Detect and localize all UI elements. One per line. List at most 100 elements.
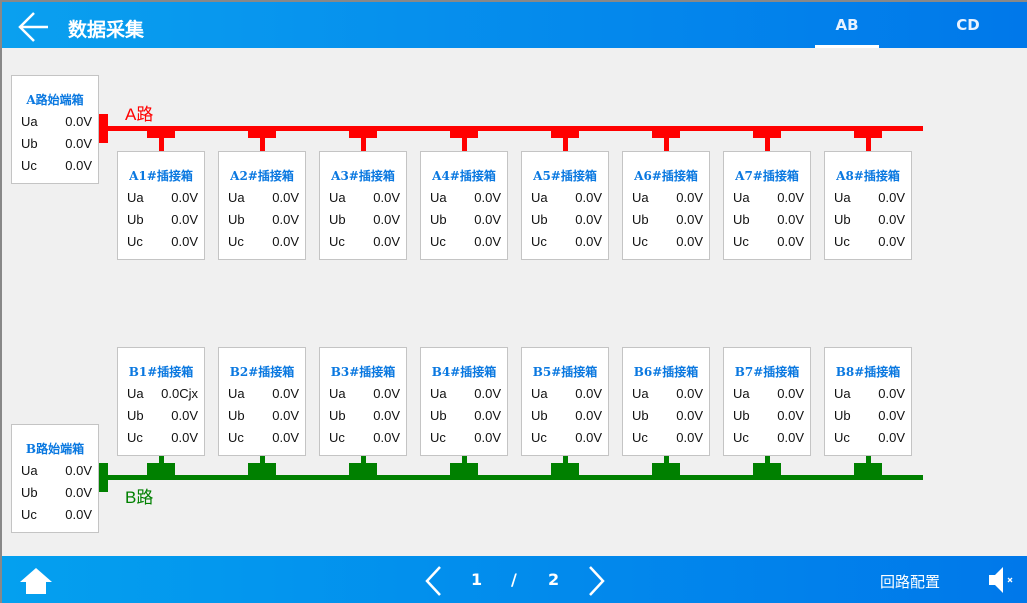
reading-row: Ub 0.0V (733, 408, 804, 428)
reading-label: Ub (632, 408, 649, 423)
loop-config-button[interactable]: 回路配置 (880, 573, 941, 591)
reading-label: Ua (21, 114, 38, 129)
plug-box-b4[interactable]: B4#插接箱 Ua 0.0V Ub 0.0V Uc 0.0V (420, 347, 508, 456)
reading-value: 0.0V (373, 212, 400, 227)
reading-value: 0.0V (676, 386, 703, 401)
reading-value: 0.0V (373, 430, 400, 445)
bus-stem (765, 456, 770, 475)
reading-row: Uc 0.0V (329, 234, 400, 254)
chevron-right-icon[interactable] (586, 565, 608, 597)
reading-row: Uc 0.0V (21, 158, 92, 178)
reading-value: 0.0V (272, 190, 299, 205)
reading-label: Ua (733, 386, 750, 401)
plug-box-a1[interactable]: A1#插接箱 Ua 0.0V Ub 0.0V Uc 0.0V (117, 151, 205, 260)
chevron-left-icon[interactable] (422, 565, 444, 597)
reading-row: Uc 0.0V (228, 234, 299, 254)
box-title: B8#插接箱 (835, 365, 901, 379)
reading-row: Uc 0.0V (632, 234, 703, 254)
reading-row: Uc 0.0V (127, 430, 198, 450)
plug-box-a7[interactable]: A7#插接箱 Ua 0.0V Ub 0.0V Uc 0.0V (723, 151, 811, 260)
header: 数据采集 AB CD (2, 2, 1027, 48)
plug-box-a5[interactable]: A5#插接箱 Ua 0.0V Ub 0.0V Uc 0.0V (521, 151, 609, 260)
reading-label: Ub (733, 408, 750, 423)
reading-row: Uc 0.0V (733, 234, 804, 254)
reading-label: Ua (430, 190, 447, 205)
plug-box-b6[interactable]: B6#插接箱 Ua 0.0V Ub 0.0V Uc 0.0V (622, 347, 710, 456)
reading-row: Ua 0.0V (834, 386, 905, 406)
reading-value: 0.0V (65, 485, 92, 500)
reading-row: Ua 0.0V (127, 190, 198, 210)
tab-ab[interactable]: AB (815, 2, 879, 48)
reading-value: 0.0V (65, 114, 92, 129)
reading-label: Ub (21, 485, 38, 500)
plug-box-b7[interactable]: B7#插接箱 Ua 0.0V Ub 0.0V Uc 0.0V (723, 347, 811, 456)
speaker-muted-icon[interactable] (987, 566, 1017, 594)
reading-label: Ub (430, 212, 447, 227)
reading-label: Ub (127, 212, 144, 227)
reading-value: 0.0V (878, 212, 905, 227)
reading-label: Ua (733, 190, 750, 205)
reading-value: 0.0V (676, 190, 703, 205)
bus-stem (866, 456, 871, 475)
reading-row: Ua 0.0V (21, 114, 92, 134)
reading-label: Ub (127, 408, 144, 423)
reading-value: 0.0V (474, 386, 501, 401)
a_route-bus-line (98, 126, 923, 131)
reading-label: Ua (531, 386, 548, 401)
plug-box-b1[interactable]: B1#插接箱 Ua 0.0Cjx Ub 0.0V Uc 0.0V (117, 347, 205, 456)
back-arrow-icon[interactable] (16, 10, 50, 44)
reading-label: Uc (632, 430, 648, 445)
reading-label: Ub (531, 408, 548, 423)
plug-box-a6[interactable]: A6#插接箱 Ua 0.0V Ub 0.0V Uc 0.0V (622, 151, 710, 260)
reading-label: Ub (632, 212, 649, 227)
reading-value: 0.0V (474, 212, 501, 227)
a_route-start-box[interactable]: A路始端箱 Ua 0.0V Ub 0.0V Uc 0.0V (11, 75, 99, 184)
box-title: B7#插接箱 (734, 365, 800, 379)
reading-row: Ua 0.0V (228, 190, 299, 210)
reading-label: Ub (21, 136, 38, 151)
reading-label: Uc (21, 158, 37, 173)
reading-value: 0.0V (65, 463, 92, 478)
b_route-start-box[interactable]: B路始端箱 Ua 0.0V Ub 0.0V Uc 0.0V (11, 424, 99, 533)
b_route-route-label: B路 (125, 488, 154, 507)
reading-value: 0.0V (777, 212, 804, 227)
plug-box-b3[interactable]: B3#插接箱 Ua 0.0V Ub 0.0V Uc 0.0V (319, 347, 407, 456)
tab-cd[interactable]: CD (956, 16, 980, 34)
reading-row: Ub 0.0V (228, 212, 299, 232)
plug-box-b2[interactable]: B2#插接箱 Ua 0.0V Ub 0.0V Uc 0.0V (218, 347, 306, 456)
home-icon[interactable] (18, 566, 54, 596)
reading-row: Ub 0.0V (127, 408, 198, 428)
reading-value: 0.0V (171, 190, 198, 205)
plug-box-a4[interactable]: A4#插接箱 Ua 0.0V Ub 0.0V Uc 0.0V (420, 151, 508, 260)
reading-label: Ua (21, 463, 38, 478)
plug-box-b8[interactable]: B8#插接箱 Ua 0.0V Ub 0.0V Uc 0.0V (824, 347, 912, 456)
reading-label: Ub (733, 212, 750, 227)
plug-box-a8[interactable]: A8#插接箱 Ua 0.0V Ub 0.0V Uc 0.0V (824, 151, 912, 260)
bus-stem (361, 126, 366, 151)
reading-label: Ub (329, 408, 346, 423)
reading-row: Uc 0.0V (531, 430, 602, 450)
reading-row: Ua 0.0V (733, 190, 804, 210)
box-title: A8#插接箱 (836, 169, 900, 183)
box-title: A2#插接箱 (230, 169, 294, 183)
plug-box-a2[interactable]: A2#插接箱 Ua 0.0V Ub 0.0V Uc 0.0V (218, 151, 306, 260)
reading-value: 0.0V (272, 212, 299, 227)
plug-box-a3[interactable]: A3#插接箱 Ua 0.0V Ub 0.0V Uc 0.0V (319, 151, 407, 260)
reading-row: Uc 0.0V (127, 234, 198, 254)
reading-label: Uc (733, 430, 749, 445)
reading-value: 0.0V (171, 430, 198, 445)
reading-value: 0.0V (65, 158, 92, 173)
reading-value: 0.0V (777, 430, 804, 445)
box-title: B6#插接箱 (633, 365, 699, 379)
plug-box-b5[interactable]: B5#插接箱 Ua 0.0V Ub 0.0V Uc 0.0V (521, 347, 609, 456)
reading-label: Ua (127, 386, 144, 401)
a_route-route-label: A路 (125, 105, 154, 124)
reading-row: Ua 0.0V (430, 386, 501, 406)
reading-row: Uc 0.0V (733, 430, 804, 450)
reading-label: Ua (228, 386, 245, 401)
reading-row: Ub 0.0V (228, 408, 299, 428)
bus-stem (462, 126, 467, 151)
bus-stem (664, 126, 669, 151)
reading-row: Uc 0.0V (531, 234, 602, 254)
reading-label: Ua (632, 190, 649, 205)
